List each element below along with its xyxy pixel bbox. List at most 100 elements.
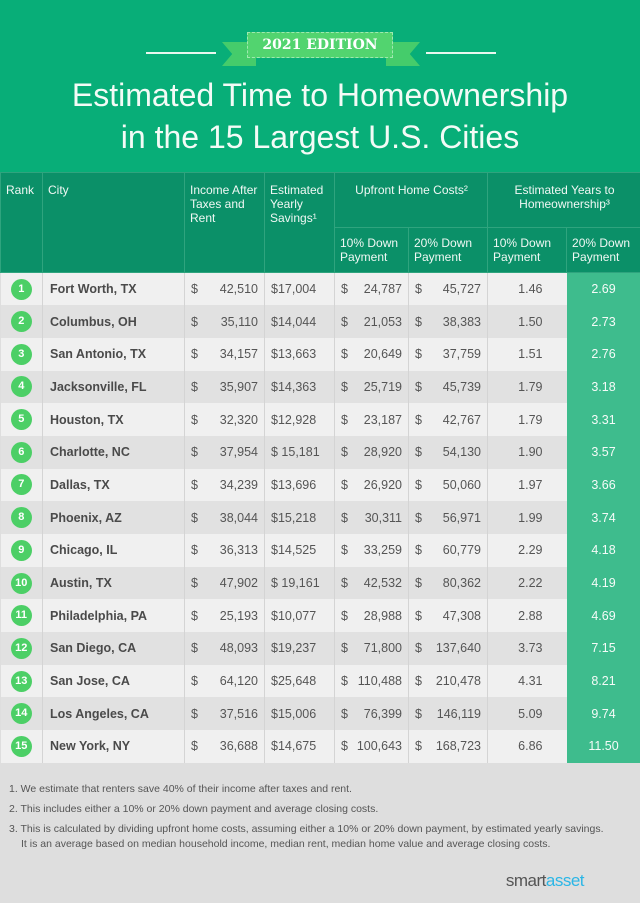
- up20-value: $210,478: [415, 674, 481, 688]
- income-amount: 36,688: [219, 739, 258, 754]
- up10-amount: 26,920: [363, 477, 402, 492]
- years-10-cell: 1.50: [487, 305, 567, 338]
- income-amount: 32,320: [219, 412, 258, 427]
- up10-value: $110,488: [341, 674, 402, 688]
- city-cell: Columbus, OH: [42, 305, 185, 338]
- up20-value: $42,767: [415, 413, 481, 427]
- savings-cell: $19,237: [264, 632, 335, 665]
- city-cell: San Diego, CA: [42, 632, 185, 665]
- currency-symbol: $: [191, 282, 198, 297]
- up20-amount: 60,779: [442, 543, 482, 558]
- rank-cell: 8: [0, 501, 43, 534]
- savings-cell: $10,077: [264, 599, 335, 633]
- up20-cell: $168,723: [407, 730, 488, 763]
- currency-symbol: $: [191, 510, 198, 525]
- title-banner: 2021 EDITION Estimated Time to Homeowner…: [0, 0, 640, 172]
- rank-cell: 7: [0, 468, 43, 502]
- years-20-cell: 3.66: [566, 468, 640, 502]
- savings-cell: $ 15,181: [264, 435, 335, 469]
- years-20-cell: 8.21: [566, 664, 640, 698]
- footnotes: 1. We estimate that renters save 40% of …: [9, 782, 609, 857]
- rank-badge: 5: [10, 409, 32, 431]
- up20-amount: 210,478: [435, 674, 482, 689]
- income-value: $37,516: [191, 707, 258, 721]
- income-amount: 64,120: [219, 674, 258, 689]
- up20-cell: $50,060: [407, 468, 488, 502]
- table-body: 1 Fort Worth, TX $42,510 $17,004 $24,787 $45,…: [0, 272, 640, 763]
- table-row: 8 Phoenix, AZ $38,044 $15,218 $30,311 $56,971…: [0, 501, 640, 534]
- currency-symbol: $: [341, 543, 348, 558]
- up20-value: $54,130: [415, 445, 481, 459]
- up10-cell: $110,488: [334, 664, 409, 698]
- up20-cell: $37,759: [407, 337, 488, 371]
- up20-amount: 168,723: [435, 739, 482, 754]
- table-row: 13 San Jose, CA $64,120 $25,648 $110,488 $210…: [0, 664, 640, 698]
- years-10-cell: 1.51: [487, 337, 567, 371]
- table-row: 4 Jacksonville, FL $35,907 $14,363 $25,719 $4…: [0, 370, 640, 404]
- currency-symbol: $: [341, 706, 348, 721]
- savings-cell: $ 19,161: [264, 566, 335, 600]
- up20-amount: 38,383: [442, 314, 482, 329]
- up10-cell: $30,311: [334, 501, 409, 534]
- income-cell: $35,907: [184, 370, 265, 404]
- up10-value: $76,399: [341, 707, 402, 721]
- currency-symbol: $: [341, 314, 348, 329]
- years-10-cell: 1.90: [487, 435, 567, 469]
- up10-amount: 25,719: [363, 379, 402, 394]
- table-row: 14 Los Angeles, CA $37,516 $15,006 $76,399 $1…: [0, 697, 640, 731]
- income-amount: 25,193: [219, 608, 258, 623]
- currency-symbol: $: [191, 739, 198, 754]
- col-header-years-20: 20% Down Payment: [566, 227, 640, 273]
- up10-amount: 21,053: [363, 314, 402, 329]
- income-cell: $37,954: [184, 435, 265, 469]
- col-header-city: City: [42, 172, 185, 273]
- edition-label: 2021 EDITION: [247, 32, 393, 58]
- up20-value: $37,759: [415, 347, 481, 361]
- years-10-cell: 1.79: [487, 370, 567, 404]
- up20-cell: $47,308: [407, 599, 488, 633]
- up10-cell: $21,053: [334, 305, 409, 338]
- rank-badge: 9: [10, 539, 32, 561]
- currency-symbol: $: [415, 674, 422, 689]
- rank-badge: 12: [10, 637, 32, 659]
- currency-symbol: $: [341, 379, 348, 394]
- up10-amount: 23,187: [363, 412, 402, 427]
- currency-symbol: $: [415, 576, 422, 591]
- years-20-cell: 3.18: [566, 370, 640, 404]
- up20-cell: $42,767: [407, 403, 488, 436]
- up10-cell: $33,259: [334, 534, 409, 567]
- years-10-cell: 1.99: [487, 501, 567, 534]
- col-header-years: Estimated Years to Homeownership³: [487, 172, 640, 228]
- currency-symbol: $: [341, 608, 348, 623]
- up20-cell: $38,383: [407, 305, 488, 338]
- income-value: $64,120: [191, 674, 258, 688]
- years-10-cell: 4.31: [487, 664, 567, 698]
- currency-symbol: $: [341, 347, 348, 362]
- city-cell: San Jose, CA: [42, 664, 185, 698]
- up10-amount: 110,488: [357, 674, 402, 689]
- rank-badge: 3: [10, 343, 32, 365]
- up10-cell: $71,800: [334, 632, 409, 665]
- up20-amount: 37,759: [442, 347, 482, 362]
- currency-symbol: $: [191, 608, 198, 623]
- up10-cell: $20,649: [334, 337, 409, 371]
- income-cell: $42,510: [184, 272, 265, 306]
- up10-cell: $24,787: [334, 272, 409, 306]
- rank-badge: 6: [10, 441, 32, 463]
- income-value: $37,954: [191, 445, 258, 459]
- title-line-2: in the 15 Largest U.S. Cities: [120, 119, 520, 155]
- rank-cell: 5: [0, 403, 43, 436]
- years-20-cell: 3.57: [566, 435, 640, 469]
- years-10-cell: 2.88: [487, 599, 567, 633]
- up10-value: $25,719: [341, 380, 402, 394]
- up20-value: $168,723: [415, 739, 481, 753]
- years-20-cell: 2.76: [566, 337, 640, 371]
- up20-value: $60,779: [415, 543, 481, 557]
- savings-cell: $14,525: [264, 534, 335, 567]
- up10-value: $28,920: [341, 445, 402, 459]
- currency-symbol: $: [191, 412, 198, 427]
- up10-cell: $28,988: [334, 599, 409, 633]
- savings-cell: $15,218: [264, 501, 335, 534]
- currency-symbol: $: [415, 608, 422, 623]
- rank-badge: 2: [10, 311, 32, 333]
